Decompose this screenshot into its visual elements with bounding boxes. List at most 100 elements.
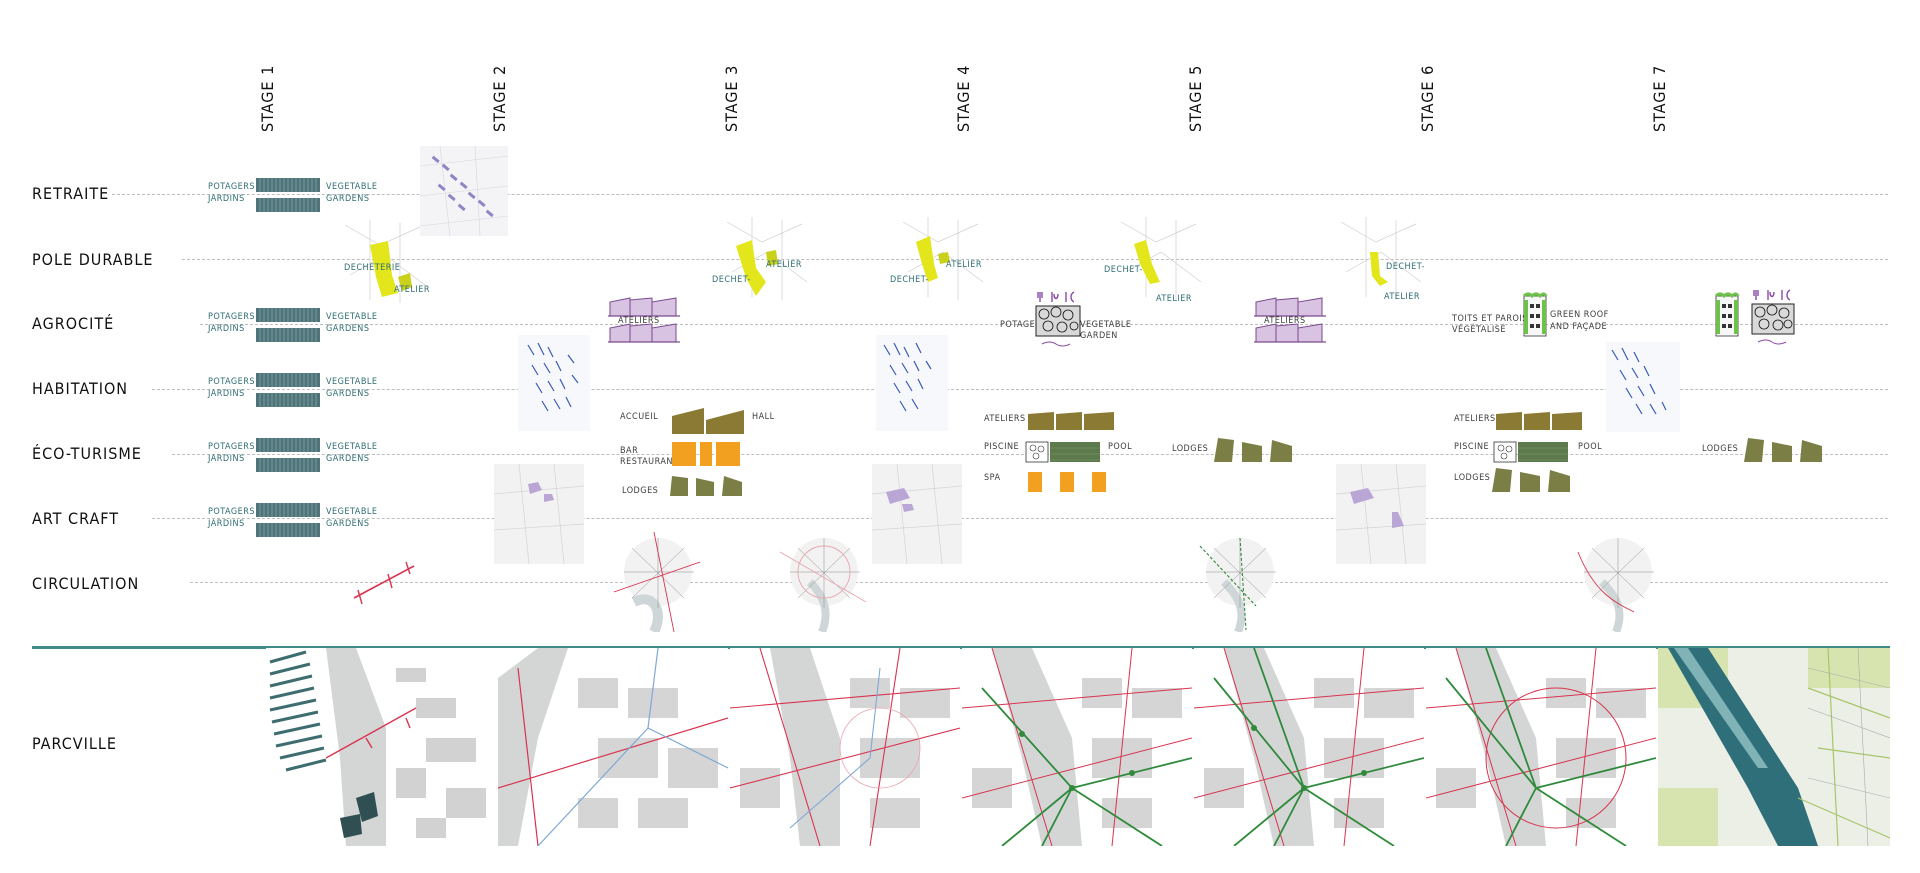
pole-durable-plan-stage-6: [1340, 217, 1422, 300]
label-ateliers: ATELIERS: [1264, 316, 1306, 326]
label-vegetable: VEGETABLE: [326, 442, 378, 452]
parcville-map-stage-4: [962, 648, 1192, 846]
bar-restaurant-stage-3: [672, 442, 740, 466]
label-gardens: GARDENS: [326, 324, 370, 334]
label-decheterie: DECHETERIE: [344, 263, 401, 273]
row-label-eco-turisme: ÉCO-TURISME: [32, 444, 142, 463]
label-green-roof: GREEN ROOF: [1550, 310, 1609, 320]
row-line-pole-durable: [182, 259, 1888, 260]
label-potagers: POTAGERS: [208, 377, 256, 387]
label-dechet: DECHET-: [1386, 262, 1425, 272]
label-lodges: LODGES: [622, 486, 659, 496]
pool-stage-6: [1493, 441, 1568, 463]
stage-4-header: STAGE 4: [954, 64, 973, 132]
label-pool: POOL: [1108, 442, 1133, 452]
garden-blocks-habitation: [256, 373, 320, 407]
lodges-stage-5: [1214, 438, 1292, 462]
label-toits: TOITS ET PAROIS: [1452, 314, 1528, 324]
art-craft-plan-stage-6: [1336, 464, 1426, 564]
circulation-map-stage-4: [780, 538, 866, 632]
spa-stage-4: [1028, 472, 1106, 492]
label-gardens: GARDENS: [326, 389, 370, 399]
label-potagers: POTAGERS: [208, 507, 256, 517]
label-jardins: JARDINS: [208, 519, 245, 529]
label-accueil: ACCUEIL: [620, 412, 659, 422]
pole-durable-plan-stage-4: [902, 217, 984, 300]
parcville-map-stage-5: [1194, 648, 1424, 846]
label-gardens: GARDENS: [326, 519, 370, 529]
label-pool: POOL: [1578, 442, 1603, 452]
label-hall: HALL: [752, 412, 775, 422]
ateliers-stage-4: [1028, 412, 1114, 430]
stage-7-header: STAGE 7: [1650, 64, 1669, 132]
label-bar: BAR: [620, 446, 639, 456]
label-atelier: ATELIER: [1156, 294, 1193, 304]
label-vegetable: VEGETABLE: [326, 182, 378, 192]
label-jardins: JARDINS: [208, 324, 245, 334]
lodges-stage-6: [1492, 468, 1570, 492]
lodges-stage-3: [670, 476, 742, 496]
art-craft-plan-stage-4: [872, 464, 962, 564]
label-piscine: PISCINE: [1454, 442, 1490, 452]
label-vegetable: VEGETABLE: [326, 377, 378, 387]
label-potagers: POTAGERS: [208, 182, 256, 192]
label-toits-2: VÉGÉTALISÉ: [1452, 325, 1506, 335]
pole-durable-plan-stage-2: [344, 220, 426, 303]
label-potagers: POTAGERS: [208, 312, 256, 322]
parcville-map-stage-7: [1658, 648, 1890, 846]
parcville-map-stage-6: [1426, 648, 1656, 846]
label-jardins: JARDINS: [208, 194, 245, 204]
section-divider: [32, 646, 1890, 649]
circulation-map-stage-5: [1199, 537, 1276, 632]
row-label-pole-durable: POLE DURABLE: [32, 250, 154, 269]
art-craft-plan-stage-2: [494, 464, 584, 564]
label-green-roof-2: AND FAÇADE: [1550, 322, 1608, 332]
label-lodges: LODGES: [1454, 473, 1491, 483]
stage-5-header: STAGE 5: [1186, 64, 1205, 132]
pole-durable-plan-stage-3: [726, 217, 808, 300]
row-line-retraite: [112, 194, 1888, 195]
label-vegetable: VEGETABLE: [326, 507, 378, 517]
ateliers-stage-6: [1496, 412, 1582, 430]
label-atelier: ATELIER: [766, 260, 803, 270]
label-vegetable-garden: GARDEN: [1080, 331, 1118, 341]
habitation-plan-stage-2: [518, 335, 590, 431]
label-ateliers: ATELIERS: [618, 316, 660, 326]
pole-durable-plan-stage-5: [1120, 217, 1202, 300]
label-ateliers: ATELIERS: [984, 414, 1026, 424]
row-label-habitation: HABITATION: [32, 379, 129, 398]
lodges-stage-7: [1744, 438, 1822, 462]
label-lodges: LODGES: [1172, 444, 1209, 454]
accueil-hall-stage-3: [672, 408, 744, 434]
circulation-map-stage-3: [614, 532, 700, 632]
label-lodges: LODGES: [1702, 444, 1739, 454]
label-piscine: PISCINE: [984, 442, 1020, 452]
row-label-agrocite: AGROCITÉ: [32, 314, 115, 333]
label-atelier: ATELIER: [946, 260, 983, 270]
potager-icon: [1035, 291, 1081, 347]
habitation-plan-stage-4: [876, 335, 948, 431]
label-atelier: ATELIER: [1384, 292, 1421, 302]
parcville-map-stage-2: [498, 648, 728, 846]
pool-stage-4: [1025, 441, 1100, 463]
label-vegetable-garden: VEGETABLE: [1080, 320, 1132, 330]
green-roof-building-icon: [1714, 292, 1740, 337]
retraite-plan-stage-2: [420, 146, 508, 236]
label-gardens: GARDENS: [326, 454, 370, 464]
habitation-plan-stage-6: [1606, 342, 1680, 432]
label-spa: SPA: [984, 473, 1001, 483]
row-label-retraite: RETRAITE: [32, 184, 110, 203]
label-gardens: GARDENS: [326, 194, 370, 204]
circulation-map-stage-7: [1577, 538, 1654, 632]
circulation-axis-stage-2: [353, 561, 415, 605]
label-potager: POTAGER: [1000, 320, 1042, 330]
label-jardins: JARDINS: [208, 389, 245, 399]
ateliers-sawtooth-stage-3: [608, 297, 680, 343]
row-label-parcville: PARCVILLE: [32, 734, 117, 753]
label-dechet: DECHET-: [890, 275, 929, 285]
label-restaurant: RESTAURANT: [620, 457, 679, 467]
row-line-art-craft: [152, 518, 1888, 519]
ateliers-sawtooth-stage-5: [1254, 297, 1326, 343]
label-vegetable: VEGETABLE: [326, 312, 378, 322]
